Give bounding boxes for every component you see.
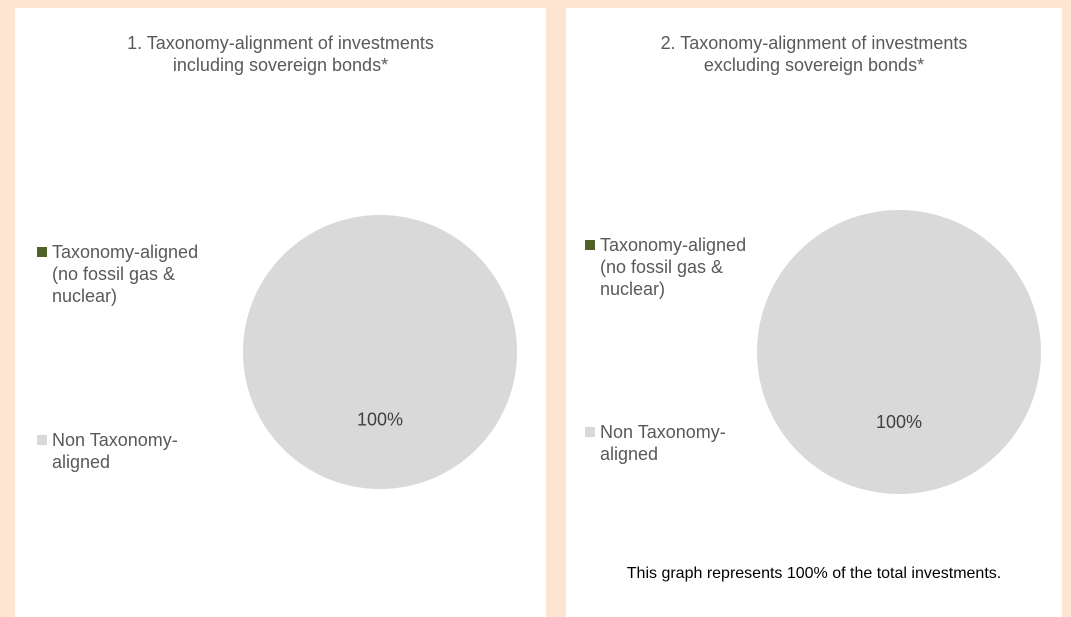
legend-swatch [37, 247, 47, 257]
legend-swatch [37, 435, 47, 445]
chart-panel: 100% 1. Taxonomy-alignment of investments… [15, 8, 546, 617]
legend-item: Taxonomy-aligned (no fossil gas & nuclea… [37, 241, 227, 307]
legend-label: Taxonomy-aligned (no fossil gas & nuclea… [52, 242, 199, 306]
legend-label: Taxonomy-aligned (no fossil gas & nuclea… [600, 235, 747, 299]
chart-panel: 100% 2. Taxonomy-alignment of investments… [566, 8, 1062, 617]
data-label: 100% [876, 412, 922, 432]
legend-label: Non Taxonomy-aligned [52, 430, 178, 472]
pie-slice [757, 210, 1041, 494]
legend-swatch [585, 427, 595, 437]
legend-item: Taxonomy-aligned (no fossil gas & nuclea… [585, 234, 775, 300]
data-label: 100% [357, 409, 403, 429]
legend-label: Non Taxonomy-aligned [600, 422, 726, 464]
legend-item: Non Taxonomy-aligned [585, 421, 775, 465]
pie-chart: 100% [757, 210, 1041, 494]
legend-swatch [585, 240, 595, 250]
chart-title: 2. Taxonomy-alignment of investments exc… [660, 33, 968, 75]
chart-title: 1. Taxonomy-alignment of investments inc… [127, 33, 434, 75]
pie-chart: 100% [243, 215, 517, 489]
footnote: This graph represents 100% of the total … [626, 565, 1002, 582]
pie-slice [243, 215, 517, 489]
legend-item: Non Taxonomy-aligned [37, 429, 227, 473]
